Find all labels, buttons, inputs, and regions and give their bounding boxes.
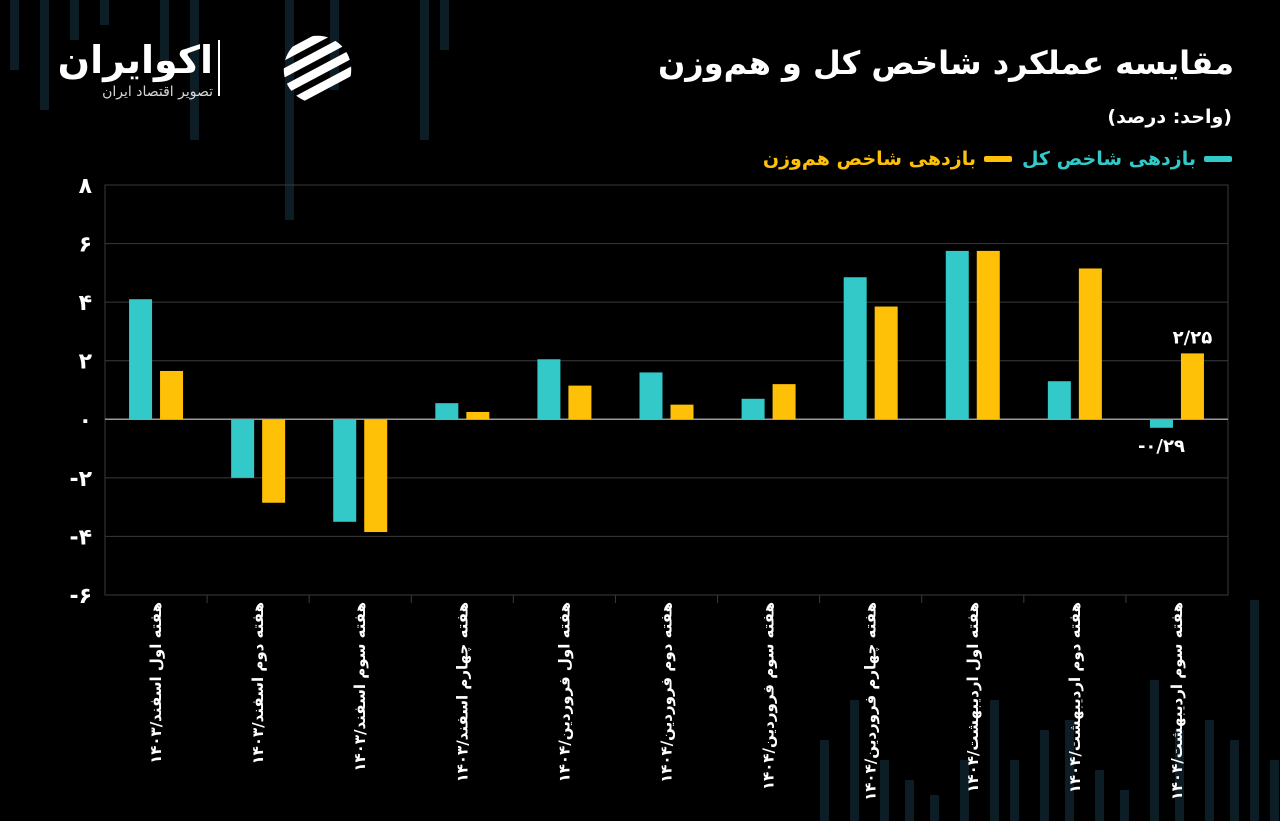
bar-total-index [741, 398, 765, 420]
background-bar [1175, 730, 1184, 821]
bar-total-index [843, 277, 867, 420]
chart-title: مقایسه عملکرد شاخص کل و هم‌وزن [657, 44, 1234, 82]
x-category-label: هفته چهارم فروردین/۱۴۰۴ [862, 602, 881, 801]
background-bar [1065, 720, 1074, 821]
bar-equal-weight-index [874, 306, 898, 420]
y-tick-label: -۴ [69, 525, 92, 550]
x-category-label: هفته دوم اردیبهشت/۱۴۰۴ [1066, 602, 1084, 793]
bar-equal-weight-index [976, 250, 1000, 420]
x-category-label: هفته اول اسفند/۱۴۰۳ [147, 602, 165, 764]
logo-name: اکوایران [57, 38, 213, 82]
legend-item-equal: بازدهی شاخص هم‌وزن [763, 148, 1012, 170]
background-bar [1270, 760, 1279, 821]
data-label: ۲/۲۵ [1173, 327, 1213, 348]
bar-total-index [129, 299, 153, 420]
chart-legend: بازدهی شاخص کل بازدهی شاخص هم‌وزن [763, 148, 1232, 170]
background-bar [160, 0, 169, 60]
background-bar [440, 0, 449, 50]
legend-swatch-total [1204, 156, 1232, 162]
background-bar [70, 0, 79, 40]
background-bar [1230, 740, 1239, 821]
y-tick-label: -۶ [69, 584, 92, 609]
x-category-label: هفته دوم فروردین/۱۴۰۴ [658, 602, 676, 783]
y-tick-label: -۲ [69, 467, 92, 492]
background-bar [420, 0, 429, 140]
x-category-label: هفته دوم اسفند/۱۴۰۳ [249, 602, 267, 764]
legend-item-total: بازدهی شاخص کل [1022, 148, 1232, 170]
background-bar [1040, 730, 1049, 821]
background-bar [850, 700, 859, 821]
background-bar [990, 700, 999, 821]
bar-equal-weight-index [772, 384, 796, 420]
bar-equal-weight-index [364, 419, 388, 533]
logo-tagline: تصویر اقتصاد ایران [102, 84, 213, 100]
bar-equal-weight-index [670, 404, 694, 420]
chart-unit: (واحد: درصد) [1107, 106, 1232, 128]
background-bar [960, 760, 969, 821]
bar-equal-weight-index [160, 370, 184, 420]
background-bar [1250, 600, 1259, 821]
x-category-label: هفته چهارم اسفند/۱۴۰۳ [453, 602, 472, 782]
x-category-label: هفته سوم اردیبهشت/۱۴۰۴ [1168, 602, 1186, 800]
background-bar [1120, 790, 1129, 821]
background-bar [100, 0, 109, 25]
y-tick-label: ۶ [79, 233, 92, 258]
background-bar [190, 0, 199, 140]
y-tick-label: ۲ [79, 350, 93, 375]
x-category-label: هفته سوم فروردین/۱۴۰۴ [760, 602, 778, 790]
background-bar [930, 795, 939, 821]
bar-total-index [1149, 419, 1173, 428]
background-bar [40, 0, 49, 110]
bar-equal-weight-index [568, 385, 592, 420]
legend-swatch-equal [983, 156, 1012, 162]
x-category-label: هفته اول فروردین/۱۴۰۴ [555, 602, 573, 782]
bar-total-index [639, 372, 663, 420]
background-bar [1150, 680, 1159, 821]
data-label: -۰/۲۹ [1138, 436, 1185, 457]
logo-divider [218, 40, 220, 96]
bar-equal-weight-index [1078, 268, 1102, 420]
background-bar [10, 0, 19, 70]
brand-logo[interactable]: اکوایران تصویر اقتصاد ایران [48, 32, 352, 110]
bar-total-index [231, 419, 255, 478]
background-bar [1095, 770, 1104, 821]
legend-label-total: بازدهی شاخص کل [1021, 148, 1196, 170]
legend-label-equal: بازدهی شاخص هم‌وزن [762, 148, 976, 170]
stacked-stripes-circle-logo-icon [283, 35, 352, 104]
bar-equal-weight-index [466, 411, 490, 420]
background-bar [285, 0, 294, 220]
y-tick-label: ۴ [79, 291, 92, 316]
x-category-label: هفته اول اردیبهشت/۱۴۰۴ [964, 602, 982, 793]
bar-total-index [537, 359, 561, 420]
y-tick-label: ۰ [79, 408, 92, 433]
bar-equal-weight-index [262, 419, 286, 503]
background-bar [905, 780, 914, 821]
background-bar [1205, 720, 1214, 821]
x-category-label: هفته سوم اسفند/۱۴۰۳ [351, 602, 369, 772]
bar-total-index [945, 250, 969, 420]
bar-equal-weight-index [1180, 353, 1204, 420]
background-bar [820, 740, 829, 821]
bar-total-index [333, 419, 357, 522]
bar-total-index [435, 403, 459, 420]
y-tick-label: ۸ [79, 174, 93, 199]
background-bar [1010, 760, 1019, 821]
background-bar [880, 760, 889, 821]
bar-total-index [1047, 381, 1071, 420]
